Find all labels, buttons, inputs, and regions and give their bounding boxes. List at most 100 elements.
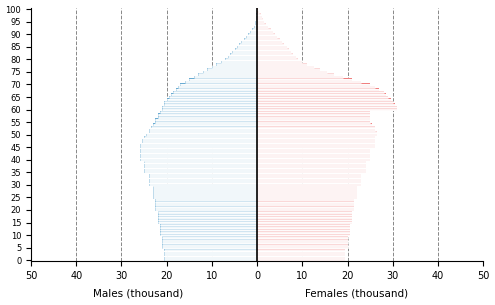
Bar: [255, 20, 257, 23]
Bar: [257, 136, 375, 138]
Bar: [257, 246, 347, 249]
Bar: [257, 242, 347, 244]
Bar: [148, 174, 257, 176]
Bar: [153, 194, 257, 196]
Bar: [257, 184, 361, 186]
Bar: [257, 244, 347, 246]
Bar: [153, 191, 257, 193]
Bar: [228, 56, 257, 58]
Bar: [155, 201, 257, 203]
Bar: [148, 184, 257, 186]
Bar: [257, 257, 346, 259]
Bar: [148, 179, 257, 181]
Bar: [257, 169, 366, 171]
Bar: [164, 254, 257, 256]
Bar: [257, 73, 334, 76]
Bar: [144, 171, 257, 174]
Bar: [155, 118, 257, 121]
Bar: [257, 113, 370, 116]
Bar: [194, 76, 257, 78]
Bar: [160, 111, 257, 113]
Bar: [140, 149, 257, 151]
Bar: [140, 154, 257, 156]
Bar: [257, 99, 391, 101]
Bar: [253, 26, 257, 28]
Bar: [257, 56, 296, 58]
Bar: [257, 181, 361, 184]
Bar: [257, 43, 284, 45]
Bar: [257, 134, 377, 136]
Bar: [257, 53, 294, 56]
Bar: [178, 86, 257, 88]
Bar: [257, 214, 352, 216]
Bar: [257, 83, 370, 86]
Bar: [160, 234, 257, 236]
Bar: [257, 144, 375, 146]
Bar: [257, 171, 366, 174]
Bar: [257, 128, 375, 131]
Bar: [257, 236, 347, 239]
Bar: [162, 244, 257, 246]
Bar: [162, 236, 257, 239]
Bar: [148, 181, 257, 184]
Bar: [257, 209, 354, 211]
Bar: [257, 194, 356, 196]
Bar: [180, 83, 257, 86]
Bar: [257, 259, 346, 261]
Bar: [257, 131, 377, 133]
Bar: [157, 116, 257, 118]
Bar: [235, 48, 257, 50]
Bar: [237, 46, 257, 48]
Bar: [255, 23, 257, 25]
Bar: [257, 13, 261, 15]
Bar: [257, 101, 393, 103]
Text: Females (thousand): Females (thousand): [305, 289, 408, 299]
Bar: [164, 249, 257, 251]
Bar: [257, 61, 302, 63]
Bar: [216, 63, 257, 66]
Bar: [185, 81, 257, 83]
Bar: [242, 41, 257, 43]
Bar: [257, 206, 354, 209]
Bar: [257, 26, 268, 28]
Bar: [257, 191, 356, 193]
Bar: [207, 68, 257, 70]
Bar: [226, 58, 257, 60]
Bar: [257, 216, 352, 219]
Bar: [157, 221, 257, 224]
Bar: [144, 161, 257, 163]
Bar: [173, 91, 257, 93]
Bar: [160, 231, 257, 234]
Bar: [142, 138, 257, 141]
Bar: [257, 91, 384, 93]
Bar: [257, 78, 352, 81]
Bar: [155, 209, 257, 211]
Bar: [257, 18, 262, 20]
Bar: [257, 154, 370, 156]
Bar: [257, 118, 370, 121]
Bar: [144, 164, 257, 166]
Bar: [257, 226, 350, 229]
Bar: [257, 189, 356, 191]
Bar: [162, 239, 257, 241]
Bar: [160, 224, 257, 226]
Bar: [157, 219, 257, 221]
Bar: [162, 106, 257, 108]
Bar: [257, 66, 314, 68]
Bar: [162, 108, 257, 111]
Bar: [155, 204, 257, 206]
Bar: [257, 11, 259, 13]
Bar: [257, 88, 379, 91]
Bar: [257, 252, 346, 254]
Bar: [153, 189, 257, 191]
Bar: [230, 53, 257, 56]
Bar: [257, 68, 320, 70]
Bar: [257, 149, 370, 151]
Bar: [257, 76, 343, 78]
Bar: [257, 254, 346, 256]
Bar: [232, 51, 257, 53]
Bar: [257, 164, 366, 166]
Bar: [257, 186, 356, 188]
Bar: [157, 214, 257, 216]
Bar: [155, 121, 257, 123]
